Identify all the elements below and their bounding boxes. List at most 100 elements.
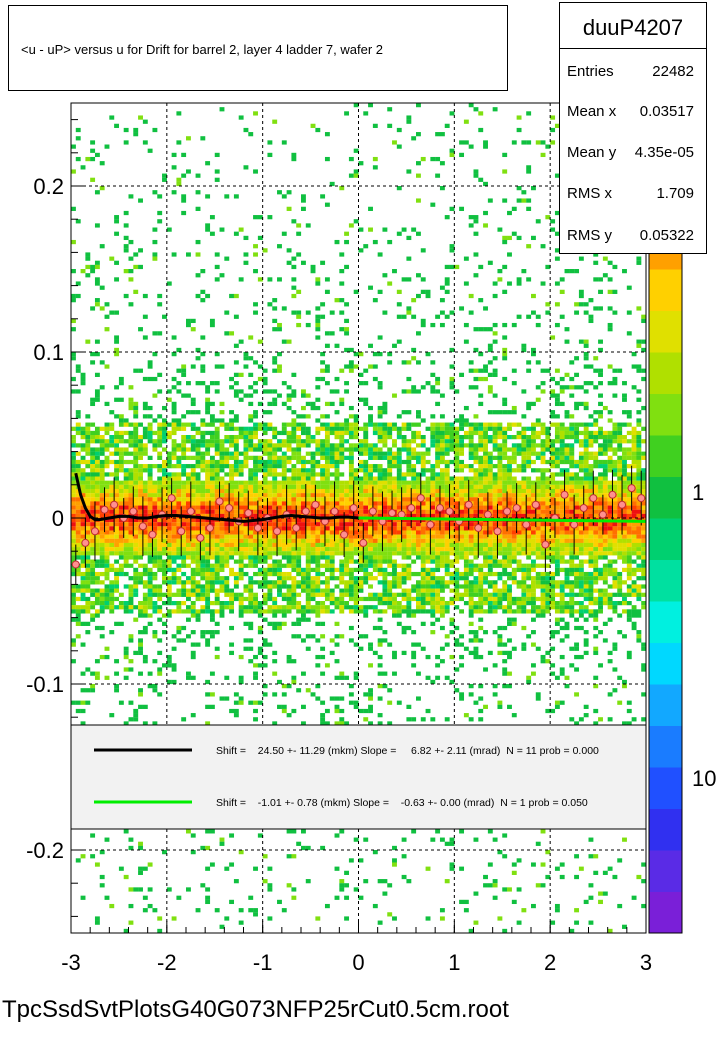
heatmap-cell	[114, 277, 120, 282]
heatmap-cell	[382, 422, 388, 427]
heatmap-cell	[267, 493, 273, 498]
heatmap-cell	[262, 422, 268, 427]
heatmap-cell	[574, 310, 580, 315]
heatmap-cell	[564, 339, 570, 344]
heatmap-cell	[214, 522, 220, 527]
heatmap-cell	[468, 522, 474, 527]
heatmap-cell	[99, 493, 105, 498]
heatmap-cell	[85, 571, 91, 577]
heatmap-cell	[598, 484, 603, 490]
heatmap-cell	[574, 551, 580, 556]
heatmap-cell	[521, 488, 527, 494]
heatmap-cell	[411, 356, 417, 361]
heatmap-cell	[171, 426, 177, 431]
heatmap-cell	[248, 447, 254, 452]
heatmap-cell	[133, 518, 139, 523]
heatmap-cell	[281, 455, 287, 460]
heatmap-cell	[195, 273, 201, 278]
heatmap-cell	[454, 538, 460, 543]
heatmap-cell	[296, 435, 302, 440]
heatmap-cell	[133, 493, 139, 498]
heatmap-cell	[468, 563, 474, 568]
heatmap-cell	[85, 252, 91, 257]
heatmap-cell	[459, 140, 465, 145]
heatmap-cell	[329, 464, 335, 469]
heatmap-cell	[358, 352, 364, 357]
heatmap-cell	[535, 314, 541, 319]
heatmap-cell	[430, 571, 436, 577]
heatmap-cell	[281, 493, 287, 498]
heatmap-cell	[94, 339, 100, 344]
heatmap-cell	[631, 364, 637, 369]
heatmap-cell	[238, 227, 244, 232]
heatmap-cell	[334, 472, 340, 477]
heatmap-cell	[588, 414, 594, 419]
heatmap-cell	[286, 571, 292, 577]
heatmap-cell	[262, 542, 268, 548]
heatmap-cell	[90, 306, 96, 311]
heatmap-cell	[305, 468, 311, 473]
heatmap-cell	[578, 430, 584, 436]
heatmap-cell	[85, 526, 91, 531]
heatmap-cell	[75, 410, 81, 415]
heatmap-cell	[559, 547, 565, 552]
heatmap-cell	[559, 567, 565, 573]
heatmap-cell	[507, 480, 512, 485]
heatmap-cell	[531, 480, 536, 485]
heatmap-cell	[286, 385, 292, 390]
heatmap-cell	[626, 430, 632, 436]
heatmap-cell	[257, 339, 263, 344]
heatmap-cell	[253, 493, 258, 498]
heatmap-cell	[617, 526, 623, 531]
heatmap-cell	[626, 563, 632, 568]
heatmap-cell	[511, 480, 517, 485]
heatmap-cell	[162, 505, 167, 510]
heatmap-cell	[449, 148, 455, 153]
heatmap-cell	[324, 551, 330, 556]
heatmap-cell	[315, 306, 321, 311]
heatmap-cell	[85, 522, 91, 527]
heatmap-cell	[166, 430, 172, 436]
heatmap-cell	[372, 165, 378, 170]
heatmap-cell	[329, 547, 335, 552]
heatmap-cell	[281, 468, 287, 473]
heatmap-cell	[416, 484, 421, 490]
heatmap-cell	[329, 459, 335, 465]
heatmap-cell	[90, 551, 96, 556]
heatmap-cell	[487, 542, 493, 548]
heatmap-cell	[315, 472, 321, 477]
heatmap-cell	[291, 372, 297, 377]
heatmap-cell	[550, 493, 556, 498]
heatmap-cell	[181, 505, 187, 510]
heatmap-cell	[315, 443, 321, 448]
heatmap-cell	[310, 439, 316, 444]
heatmap-cell	[114, 534, 120, 539]
heatmap-cell	[219, 563, 225, 568]
heatmap-cell	[99, 476, 105, 481]
heatmap-cell	[454, 430, 460, 436]
heatmap-cell	[334, 451, 340, 456]
heatmap-cell	[387, 422, 393, 427]
heatmap-cell	[583, 551, 589, 556]
heatmap-cell	[171, 505, 177, 510]
heatmap-cell	[435, 455, 441, 460]
heatmap-cell	[406, 277, 412, 282]
heatmap-cell	[531, 430, 536, 436]
heatmap-cell	[550, 488, 556, 494]
heatmap-cell	[320, 513, 326, 519]
heatmap-cell	[272, 497, 278, 502]
heatmap-cell	[401, 389, 407, 394]
heatmap-cell	[181, 555, 187, 560]
heatmap-cell	[353, 426, 359, 431]
heatmap-cell	[281, 488, 287, 494]
heatmap-cell	[291, 472, 297, 477]
heatmap-cell	[85, 430, 91, 436]
heatmap-cell	[377, 555, 383, 560]
heatmap-cell	[305, 538, 311, 543]
heatmap-cell	[392, 522, 397, 527]
heatmap-cell	[277, 443, 282, 448]
heatmap-cell	[205, 513, 211, 519]
heatmap-cell	[382, 567, 388, 573]
heatmap-cell	[411, 435, 417, 440]
heatmap-cell	[162, 493, 167, 498]
